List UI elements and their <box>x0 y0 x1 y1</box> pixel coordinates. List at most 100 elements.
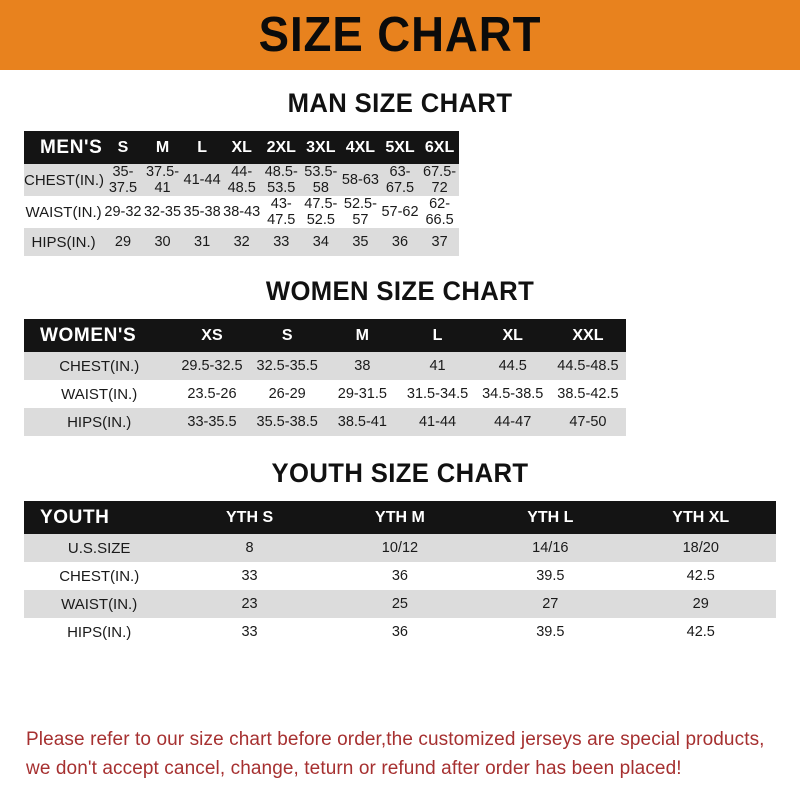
youth-size-table: YOUTH YTH S YTH M YTH L YTH XL U.S.SIZE 8 10/12… <box>24 501 776 646</box>
man-cell-r1-c4: 44-48.5 <box>221 164 262 196</box>
man-header-label: MEN'S <box>40 136 103 158</box>
man-cell-r3-c3: 31 <box>182 228 222 256</box>
man-cell-r3-c4: 32 <box>221 228 262 256</box>
footer-line-2: we don't accept cancel, change, teturn o… <box>26 758 682 780</box>
youth-header-row: YOUTH YTH S YTH M YTH L YTH XL <box>24 501 776 534</box>
man-table-body: MEN'S S M L XL 2XL 3XL 4XL 5XL 6XL CHEST(IN.) 35-37… <box>24 131 776 256</box>
women-cell-r3-c6: 47-50 <box>550 408 626 436</box>
man-cell-r1-c1: 35-37.5 <box>103 164 143 196</box>
man-cell-r2-c4: 38-43 <box>221 196 262 228</box>
women-cell-r3-c4: 41-44 <box>399 408 476 436</box>
women-size-header-6: XXL <box>572 326 604 344</box>
man-cell-r3-c5: 33 <box>261 228 302 256</box>
youth-cell-r2-c3: 39.5 <box>475 562 626 590</box>
youth-cell-r1-c4: 18/20 <box>625 534 776 562</box>
women-header-row: WOMEN'S XS S M L XL XXL <box>24 319 776 352</box>
man-cell-r3-c9: 37 <box>419 228 460 256</box>
man-size-table: MEN'S S M L XL 2XL 3XL 4XL 5XL 6XL CHEST(IN.) 35-37… <box>24 131 776 256</box>
women-size-header-3: M <box>355 326 369 344</box>
man-cell-r2-c3: 35-38 <box>182 196 222 228</box>
women-table-body: WOMEN'S XS S M L XL XXL CHEST(IN.) 29.5-32.5 32.5… <box>24 319 776 436</box>
youth-cell-r3-c4: 29 <box>625 590 776 618</box>
man-size-header-9: 6XL <box>424 138 455 156</box>
youth-cell-r2-c1: 33 <box>174 562 325 590</box>
man-size-header-1: S <box>117 138 129 156</box>
man-cell-r1-c5: 48.5-53.5 <box>261 164 302 196</box>
man-row-label-1: CHEST(IN.) <box>24 164 104 196</box>
man-cell-r3-c1: 29 <box>103 228 143 256</box>
man-cell-r2-c9: 62-66.5 <box>419 196 460 228</box>
youth-cell-r2-c2: 36 <box>324 562 476 590</box>
man-header-spacer <box>459 131 776 164</box>
women-cell-r1-c1: 29.5-32.5 <box>174 352 250 380</box>
youth-cell-r4-c2: 36 <box>324 618 476 646</box>
table-row: U.S.SIZE 8 10/12 14/16 18/20 <box>24 534 776 562</box>
man-size-header-5: 2XL <box>266 138 296 156</box>
youth-row-label-3: WAIST(IN.) <box>24 590 175 618</box>
man-cell-r3-c7: 35 <box>340 228 381 256</box>
women-size-table: WOMEN'S XS S M L XL XXL CHEST(IN.) 29.5-32.5 32.5… <box>24 319 776 436</box>
man-cell-r2-c2: 32-35 <box>142 196 183 228</box>
youth-cell-r1-c3: 14/16 <box>475 534 626 562</box>
youth-row-label-2: CHEST(IN.) <box>24 562 175 590</box>
women-header-label: WOMEN'S <box>40 324 137 346</box>
women-row-spacer-3 <box>625 408 776 436</box>
man-cell-r2-c8: 57-62 <box>380 196 420 228</box>
man-row-spacer-3 <box>459 228 776 256</box>
chart-content: MAN SIZE CHART MEN'S S M L XL 2XL 3XL 4XL 5XL 6XL… <box>0 70 800 712</box>
table-row: CHEST(IN.) 29.5-32.5 32.5-35.5 38 41 44.5 44.5… <box>24 352 776 380</box>
table-row: HIPS(IN.) 33 36 39.5 42.5 <box>24 618 776 646</box>
man-size-header-8: 5XL <box>385 138 415 156</box>
youth-cell-r1-c1: 8 <box>174 534 325 562</box>
women-cell-r2-c6: 38.5-42.5 <box>550 380 626 408</box>
table-row: HIPS(IN.) 33-35.5 35.5-38.5 38.5-41 41-44 44-… <box>24 408 776 436</box>
women-row-spacer-2 <box>625 380 776 408</box>
youth-cell-r3-c1: 23 <box>174 590 325 618</box>
table-row: CHEST(IN.) 35-37.5 37.5-41 41-44 44-48.5 48.5… <box>24 164 776 196</box>
women-cell-r1-c3: 38 <box>324 352 400 380</box>
women-cell-r2-c2: 26-29 <box>249 380 325 408</box>
man-cell-r1-c7: 58-63 <box>340 164 381 196</box>
man-cell-r2-c6: 47.5-52.5 <box>301 196 341 228</box>
footer-disclaimer: Please refer to our size chart before or… <box>0 712 800 800</box>
youth-row-label-4: HIPS(IN.) <box>24 618 175 646</box>
youth-cell-r1-c2: 10/12 <box>324 534 476 562</box>
women-cell-r3-c2: 35.5-38.5 <box>249 408 325 436</box>
man-row-label-2: WAIST(IN.) <box>24 196 104 228</box>
youth-size-header-3: YTH L <box>527 508 574 526</box>
table-row: HIPS(IN.) 29 30 31 32 33 34 35 36 37 <box>24 228 776 256</box>
man-cell-r3-c8: 36 <box>380 228 420 256</box>
youth-cell-r4-c1: 33 <box>174 618 325 646</box>
youth-table-body: YOUTH YTH S YTH M YTH L YTH XL U.S.SIZE 8 10/12… <box>24 501 776 646</box>
youth-cell-r2-c4: 42.5 <box>625 562 776 590</box>
women-cell-r2-c4: 31.5-34.5 <box>399 380 476 408</box>
man-cell-r1-c6: 53.5-58 <box>301 164 341 196</box>
section-title-youth: YOUTH SIZE CHART <box>271 458 529 488</box>
women-cell-r1-c6: 44.5-48.5 <box>550 352 626 380</box>
man-size-header-7: 4XL <box>345 138 376 156</box>
man-size-header-6: 3XL <box>306 138 336 156</box>
women-size-header-1: XS <box>201 326 223 344</box>
table-row: WAIST(IN.) 23 25 27 29 <box>24 590 776 618</box>
man-cell-r2-c5: 43-47.5 <box>261 196 302 228</box>
women-row-label-1: CHEST(IN.) <box>24 352 175 380</box>
women-header-spacer <box>625 319 776 352</box>
women-size-header-5: XL <box>502 326 523 344</box>
women-cell-r2-c5: 34.5-38.5 <box>475 380 551 408</box>
man-cell-r3-c2: 30 <box>142 228 183 256</box>
man-size-header-3: L <box>197 138 207 156</box>
section-title-man: MAN SIZE CHART <box>287 88 513 118</box>
women-cell-r1-c2: 32.5-35.5 <box>249 352 325 380</box>
man-size-header-4: XL <box>231 138 252 156</box>
table-row: WAIST(IN.) 23.5-26 26-29 29-31.5 31.5-34.5 34… <box>24 380 776 408</box>
women-cell-r2-c3: 29-31.5 <box>324 380 400 408</box>
women-cell-r1-c4: 41 <box>399 352 476 380</box>
women-size-header-2: S <box>281 326 293 344</box>
women-row-label-2: WAIST(IN.) <box>24 380 175 408</box>
man-row-spacer-2 <box>459 196 776 228</box>
page-title: SIZE CHART <box>258 7 542 62</box>
man-cell-r1-c2: 37.5-41 <box>142 164 183 196</box>
women-cell-r3-c1: 33-35.5 <box>174 408 250 436</box>
women-cell-r3-c5: 44-47 <box>475 408 551 436</box>
